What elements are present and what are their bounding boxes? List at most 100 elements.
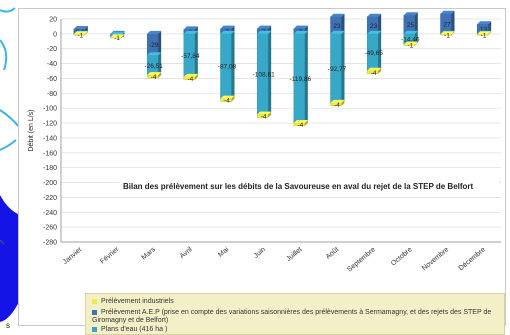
bar-aep-top xyxy=(367,13,382,17)
bar-aep-side xyxy=(488,21,492,34)
bar-aep-side xyxy=(158,30,162,56)
bar-plans-eau-side xyxy=(231,30,235,99)
bar-industriels-top xyxy=(110,34,125,38)
bar-industriels-side xyxy=(414,41,418,46)
map-fragment-image xyxy=(0,0,20,333)
data-label: -57,84 xyxy=(181,53,200,60)
y-tick-label: -280 xyxy=(43,240,57,247)
legend-label: Prélèvement A.E.P (prise en compte des v… xyxy=(92,309,492,324)
x-tick-label: Novembre xyxy=(421,246,450,272)
x-tick-label: Juin xyxy=(253,246,267,260)
bar-industriels-side xyxy=(158,72,162,79)
legend: Prélèvement industriels Prélèvement A.E.… xyxy=(85,293,505,335)
y-tick-label: -40 xyxy=(47,61,57,68)
bar-plans-eau-top xyxy=(403,30,418,34)
legend-item-aep: Prélèvement A.E.P (prise en compte des v… xyxy=(92,309,492,325)
data-label: 23 xyxy=(370,23,378,30)
data-label: -1 xyxy=(114,35,120,42)
bar-industriels-top xyxy=(183,73,198,77)
data-label: -4 xyxy=(261,114,267,121)
data-label: 27 xyxy=(443,21,451,28)
bar-industriels-side xyxy=(231,95,235,102)
x-tick-label: Octobre xyxy=(390,246,414,267)
bar-aep-top xyxy=(477,21,492,25)
bar-plans-eau-top xyxy=(330,30,345,34)
bar-plans-eau-top xyxy=(220,30,235,34)
data-label: -49,65 xyxy=(364,50,383,57)
y-axis-label: Débit (en L/s) xyxy=(28,109,35,151)
data-label: -1 xyxy=(77,32,83,39)
data-label: -108,61 xyxy=(253,72,275,79)
bar-plans-eau-top xyxy=(147,52,162,56)
bar-chart: -280-260-240-220-200-180-160-140-120-100… xyxy=(28,10,501,274)
bar-aep-top xyxy=(293,25,308,29)
bar-plans-eau-side xyxy=(194,30,198,77)
bar-industriels-side xyxy=(84,31,88,36)
legend-item-plans-eau: Plans d'eau (416 ha ) xyxy=(92,326,167,334)
x-tick-label: Septembre xyxy=(346,246,377,273)
data-label: -1 xyxy=(407,42,413,49)
y-tick-label: -100 xyxy=(43,106,57,113)
x-tick-label: Janvier xyxy=(62,246,84,266)
legend-label: Prélèvement industriels xyxy=(101,298,174,305)
bar-aep-top xyxy=(403,12,418,16)
y-tick-label: -80 xyxy=(47,91,57,98)
data-label: -119,86 xyxy=(290,76,312,83)
x-tick-label: Avril xyxy=(179,246,194,260)
bar-industriels-top xyxy=(440,31,455,35)
y-tick-label: -180 xyxy=(43,165,57,172)
bar-aep-side xyxy=(451,10,455,34)
y-tick-label: 0 xyxy=(53,31,57,38)
data-label: -1 xyxy=(481,32,487,39)
legend-item-industriels: Prélèvement industriels xyxy=(92,298,174,306)
x-tick-label: Août xyxy=(325,246,341,261)
data-label: 13 xyxy=(480,27,488,34)
legend-label: Plans d'eau (416 ha ) xyxy=(101,326,168,333)
x-tick-label: Décembre xyxy=(458,246,487,272)
bar-industriels-top xyxy=(330,99,345,103)
data-label: -4 xyxy=(224,98,230,105)
bar-aep-top xyxy=(220,25,235,29)
bar-plans-eau-top xyxy=(257,30,272,34)
bar-aep-top xyxy=(73,25,88,29)
bar-industriels-side xyxy=(304,119,308,126)
bar-plans-eau-side xyxy=(268,30,272,115)
y-tick-label: -240 xyxy=(43,210,57,217)
bar-industriels-side xyxy=(194,73,198,80)
bar-plans-eau-side xyxy=(378,30,382,71)
bar-industriels-side xyxy=(451,31,455,36)
title-background xyxy=(119,179,499,193)
bar-plans-eau-top xyxy=(293,30,308,34)
bar-aep-top xyxy=(440,10,455,14)
bar-aep-top xyxy=(257,25,272,29)
data-label: -4 xyxy=(187,76,193,83)
bar-aep-top xyxy=(183,26,198,30)
y-tick-label: -60 xyxy=(47,76,57,83)
data-label: -14,46 xyxy=(401,37,420,44)
x-tick-label: Mars xyxy=(141,246,158,262)
bar-industriels xyxy=(73,34,86,36)
legend-swatch-yellow xyxy=(92,298,97,304)
y-tick-label: -160 xyxy=(43,150,57,157)
bar-industriels-top xyxy=(73,31,88,35)
bar-industriels-side xyxy=(121,34,125,39)
bar-aep-side xyxy=(378,13,382,34)
y-tick-label: -140 xyxy=(43,135,57,142)
y-tick-label: -120 xyxy=(43,121,57,128)
bar-industriels-side xyxy=(341,99,345,106)
chart-title: Bilan des prélèvement sur les débits de … xyxy=(123,182,474,191)
bar-plans-eau-side xyxy=(304,30,308,123)
chart-panel: -280 -260 -240 -220 -200 -180 -160 -140 -120 -100… xyxy=(18,8,506,335)
bar-industriels-top xyxy=(477,31,492,35)
data-label: 25 xyxy=(407,22,415,29)
bar-aep-top xyxy=(147,30,162,34)
data-label: -4 xyxy=(151,74,157,81)
y-tick-label: -260 xyxy=(43,225,57,232)
data-label: -26,51 xyxy=(144,63,163,70)
y-tick-label: -220 xyxy=(43,195,57,202)
data-label: -29 xyxy=(149,42,159,49)
bar-industriels-top xyxy=(293,119,308,123)
bar-industriels-top xyxy=(367,67,382,71)
bar-plans-eau-side xyxy=(158,52,162,76)
data-label: 23 xyxy=(333,23,341,30)
